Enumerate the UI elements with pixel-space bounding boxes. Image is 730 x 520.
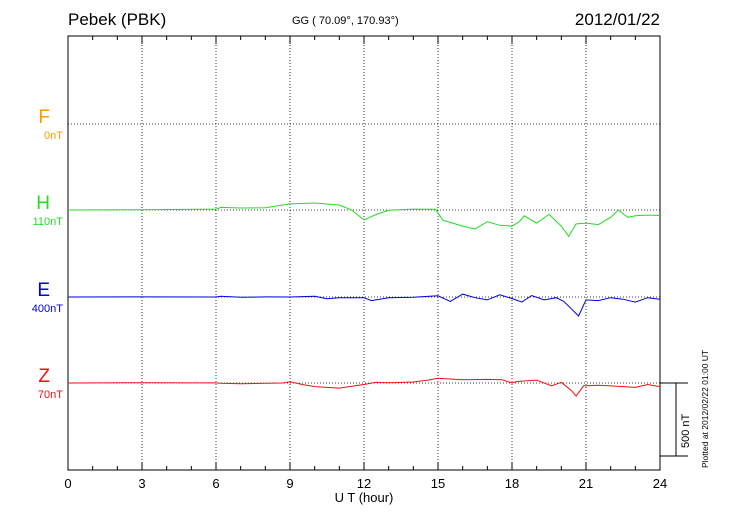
trace-lines <box>67 202 661 397</box>
component-label-z: Z <box>38 366 50 387</box>
component-label-f: F <box>38 107 50 128</box>
x-tick-label: 3 <box>138 476 145 491</box>
trace-h <box>67 202 661 238</box>
component-base-h: 110nT <box>32 216 63 228</box>
x-axis: 0 3 6 9 12 15 18 21 24 <box>64 36 667 491</box>
x-tick-label: 6 <box>212 476 219 491</box>
component-label-e: E <box>37 280 50 301</box>
x-tick-label: 15 <box>431 476 445 491</box>
trace-e <box>67 293 661 317</box>
station-name: Pebek (PBK) <box>68 10 167 29</box>
trace-z <box>67 377 661 397</box>
station-coords: GG ( 70.09°, 170.93°) <box>292 15 399 27</box>
x-tick-label: 12 <box>357 476 371 491</box>
x-tick-label: 0 <box>64 476 71 491</box>
grid-lines <box>68 36 660 470</box>
component-base-e: 400nT <box>31 303 63 315</box>
plotted-timestamp: Plotted at 2012/02/22 01:00 UT <box>700 349 710 468</box>
scale-bar <box>660 382 688 457</box>
x-tick-label: 24 <box>653 476 667 491</box>
component-base-z: 70nT <box>37 389 63 401</box>
scale-bar-label: 500 nT <box>680 413 692 448</box>
component-base-f: 0nT <box>44 130 63 142</box>
x-tick-label: 18 <box>505 476 519 491</box>
component-label-h: H <box>36 193 50 214</box>
chart-date: 2012/01/22 <box>574 10 660 29</box>
x-axis-label: U T (hour) <box>335 490 394 505</box>
x-tick-label: 9 <box>286 476 293 491</box>
x-tick-label: 21 <box>579 476 593 491</box>
